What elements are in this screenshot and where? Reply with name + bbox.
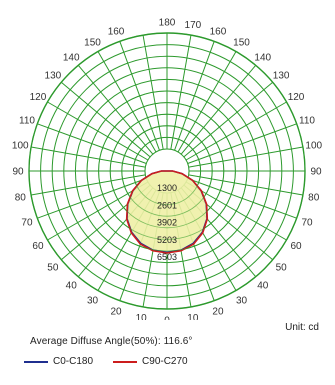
angle-label-left: 50 (47, 262, 59, 273)
angle-label-right: 160 (210, 26, 227, 37)
angle-label-bottom: 0 (164, 316, 170, 321)
angle-label-left: 80 (15, 192, 27, 203)
legend-swatch-c90 (113, 360, 138, 363)
average-diffuse-angle: Average Diffuse Angle(50%): 116.6° (30, 336, 193, 347)
angle-label-right: 90 (310, 167, 322, 178)
angle-label-left: 110 (19, 116, 35, 127)
grid-ring-overlay (86, 90, 248, 252)
angle-label-right: 110 (299, 116, 315, 127)
grid-ring-overlay (109, 113, 225, 229)
angle-label-left: 70 (21, 217, 33, 228)
legend: C0-C180 C90-C270 (24, 356, 208, 367)
angle-labels: 1300260139025203650316015014013012011010… (12, 18, 323, 321)
angle-label-left: 160 (108, 26, 125, 37)
angle-label-right: 120 (288, 92, 305, 103)
angle-label-left: 140 (63, 52, 80, 63)
angle-label-right: 100 (305, 141, 322, 152)
angle-label-left: 120 (30, 92, 47, 103)
angle-label-right: 170 (185, 20, 202, 31)
legend-item-c90: C90-C270 (113, 356, 188, 367)
series-line-c90-c270 (125, 170, 209, 254)
angle-label-right: 150 (233, 37, 250, 48)
angle-label-right: 10 (187, 313, 199, 320)
legend-item-c0: C0-C180 (24, 356, 93, 367)
angle-label-right: 30 (236, 296, 248, 307)
polar-intensity-chart: 1300260139025203650316015014013012011010… (12, 18, 323, 321)
angle-label-left: 150 (84, 37, 101, 48)
intensity-label: 1300 (157, 183, 177, 193)
angle-label-left: 90 (12, 167, 24, 178)
angle-label-right: 50 (276, 262, 288, 273)
grid-ring-overlay (132, 136, 201, 205)
intensity-fill (127, 171, 207, 253)
angle-label-left: 30 (87, 296, 99, 307)
angle-label-right: 130 (273, 71, 290, 82)
intensity-label: 6503 (157, 252, 177, 262)
angle-label-top: 180 (159, 18, 176, 29)
intensity-label: 5203 (157, 235, 177, 245)
intensity-curves (86, 90, 248, 254)
angle-label-left: 60 (32, 241, 44, 252)
angle-label-right: 40 (257, 281, 269, 292)
angle-label-right: 80 (308, 192, 320, 203)
grid-ring-overlay (121, 125, 213, 217)
angle-label-right: 60 (290, 241, 302, 252)
grid-ring-overlay (98, 102, 236, 240)
legend-label-c0: C0-C180 (53, 356, 94, 367)
legend-label-c90: C90-C270 (142, 356, 188, 367)
intensity-label: 2601 (157, 200, 177, 210)
angle-label-left: 40 (66, 281, 78, 292)
unit-label: Unit: cd (285, 322, 319, 333)
angle-label-left: 10 (136, 313, 148, 320)
intensity-label: 3902 (157, 218, 177, 228)
angle-label-right: 140 (254, 52, 271, 63)
angle-label-right: 70 (301, 217, 313, 228)
legend-swatch-c0 (24, 360, 48, 363)
angle-label-right: 20 (212, 307, 224, 318)
angle-label-left: 100 (12, 141, 29, 152)
angle-label-left: 20 (110, 307, 122, 318)
angle-label-left: 130 (45, 71, 62, 82)
